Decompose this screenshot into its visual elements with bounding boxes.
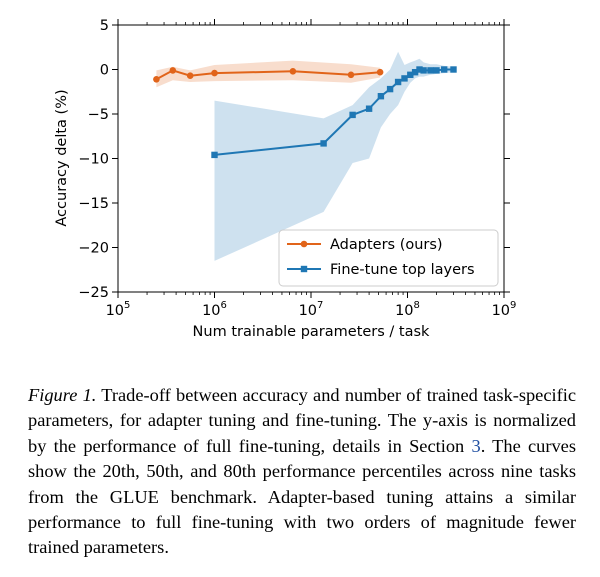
x-tick-label: 105 (106, 300, 131, 319)
y-tick-label: −15 (78, 196, 109, 212)
caption-text-1: Trade-off between accuracy and number of… (28, 385, 577, 456)
x-tick-label: 109 (492, 300, 517, 319)
point-series-0-0 (153, 76, 160, 83)
legend-label-adapters: Adapters (ours) (330, 237, 443, 253)
x-tick-label: 108 (395, 300, 420, 319)
point-series-0-1 (169, 67, 177, 74)
point-series-1-3 (365, 105, 373, 112)
y-tick-label: −5 (88, 107, 109, 123)
point-series-1-9 (411, 69, 419, 76)
chart: 105 106 107 108 109 5 0 −5 −10 −15 −20 −25 Num tra… (54, 18, 517, 340)
y-tick-label: 5 (100, 18, 109, 34)
point-series-1-8 (407, 71, 414, 78)
y-tick-label: −20 (78, 241, 109, 257)
figure-caption: Figure 1. Trade-off between accuracy and… (28, 383, 576, 561)
caption-text-2: . The curves show the 20th, 50th, and 80… (28, 435, 576, 558)
point-series-1-6 (394, 78, 402, 86)
point-series-1-7 (401, 75, 408, 82)
y-tick-label: 0 (100, 63, 109, 79)
y-tick-label: −25 (78, 285, 109, 301)
x-tick-label: 107 (299, 300, 324, 319)
y-axis-ticks: 5 0 −5 −10 −15 −20 −25 (78, 18, 510, 301)
y-axis-label: Accuracy delta (%) (54, 89, 70, 226)
point-series-1-15 (450, 66, 457, 73)
point-series-1-12 (427, 67, 434, 74)
x-tick-label: 106 (202, 300, 227, 319)
point-series-0-5 (347, 71, 355, 79)
legend: Adapters (ours) Fine-tune top layers (278, 229, 499, 287)
point-series-1-10 (416, 66, 423, 73)
legend-label-finetune: Fine-tune top layers (330, 262, 475, 278)
section-reference-link[interactable]: 3 (471, 435, 481, 456)
band-series-1 (214, 51, 454, 261)
legend-box (278, 229, 499, 287)
point-series-0-2 (186, 72, 194, 79)
point-series-1-4 (377, 93, 385, 100)
point-series-1-13 (433, 67, 440, 74)
legend-marker-adapters (300, 240, 308, 248)
caption-label: Figure 1. (28, 385, 97, 405)
y-tick-label: −10 (78, 152, 109, 168)
band-series-0 (156, 60, 381, 88)
point-series-1-5 (386, 85, 394, 93)
series-markers (153, 66, 457, 159)
point-series-1-0 (211, 151, 218, 159)
legend-marker-finetune (300, 265, 308, 273)
point-series-0-6 (376, 68, 384, 76)
point-series-1-14 (441, 66, 448, 73)
point-series-0-4 (289, 68, 297, 75)
point-series-0-3 (211, 69, 218, 77)
point-series-1-11 (420, 67, 427, 74)
confidence-bands (156, 51, 454, 261)
x-axis-label: Num trainable parameters / task (193, 324, 431, 340)
x-axis-ticks: 105 106 107 108 109 (106, 19, 517, 319)
point-series-1-1 (320, 140, 327, 147)
point-series-1-2 (349, 111, 356, 119)
